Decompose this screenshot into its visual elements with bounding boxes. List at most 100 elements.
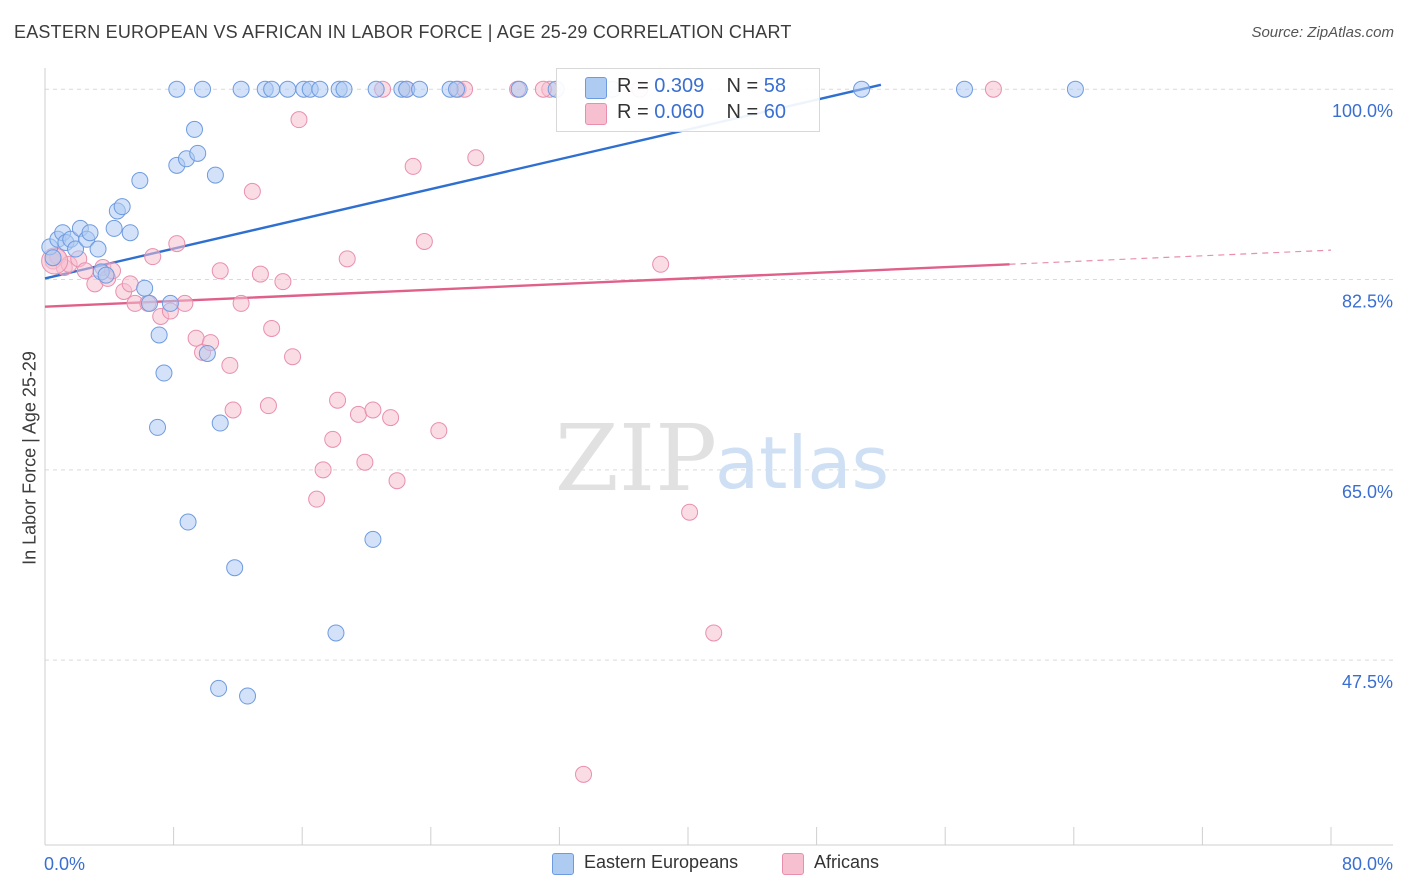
eastern-europeans-point xyxy=(335,80,353,98)
africans-point xyxy=(349,405,367,423)
africans-point xyxy=(984,80,1002,98)
africans-point xyxy=(251,265,269,283)
africans-point xyxy=(575,765,593,783)
legend-r-value: 0.309 xyxy=(654,75,705,97)
eastern-europeans-point xyxy=(89,240,107,258)
africans-point xyxy=(211,262,229,280)
legend-n-label: N = xyxy=(726,101,759,123)
eastern-europeans-point xyxy=(364,530,382,548)
y-axis-label: In Labor Force | Age 25-29 xyxy=(19,351,40,565)
eastern-europeans-point xyxy=(448,80,466,98)
legend-r-value: 0.060 xyxy=(654,101,705,123)
eastern-europeans-points xyxy=(41,80,1084,705)
eastern-europeans-point xyxy=(168,80,186,98)
africans-point xyxy=(314,461,332,479)
eastern-europeans-point xyxy=(367,80,385,98)
legend-n-value: 60 xyxy=(763,101,787,123)
eastern-europeans-point xyxy=(327,624,345,642)
eastern-europeans-point xyxy=(198,344,216,362)
africans-point xyxy=(168,235,186,253)
africans-point xyxy=(308,490,326,508)
legend-label: Eastern Europeans xyxy=(584,852,739,872)
watermark-atlas: atlas xyxy=(715,421,889,505)
x-tick-label: 80.0% xyxy=(1342,854,1393,874)
africans-point xyxy=(404,157,422,175)
africans-point xyxy=(382,409,400,427)
africans-point xyxy=(324,430,342,448)
africans-point xyxy=(364,401,382,419)
legend-r-label: R = xyxy=(617,101,649,123)
africans-trend-line xyxy=(44,263,1010,308)
y-tick-label: 65.0% xyxy=(1342,482,1393,502)
source-label: Source: ZipAtlas.com xyxy=(1251,24,1394,41)
africans-point xyxy=(284,348,302,366)
legend-n-value: 58 xyxy=(763,75,787,97)
eastern-europeans-point xyxy=(121,224,139,242)
eastern-europeans-point xyxy=(179,513,197,531)
eastern-europeans-point xyxy=(210,679,228,697)
africans-point xyxy=(467,149,485,167)
eastern-europeans-point xyxy=(955,80,973,98)
legend-label: Africans xyxy=(814,852,880,872)
africans-point xyxy=(263,319,281,337)
watermark-zip: ZIP xyxy=(555,405,717,512)
eastern-europeans-point xyxy=(853,80,871,98)
watermark: ZIP atlas xyxy=(555,405,889,512)
y-tick-label: 100.0% xyxy=(1332,101,1393,121)
eastern-europeans-point xyxy=(211,414,229,432)
africans-point xyxy=(681,503,699,521)
eastern-europeans-point xyxy=(226,559,244,577)
africans-point xyxy=(224,401,242,419)
legend-swatch-blue xyxy=(585,77,607,99)
africans-point xyxy=(705,624,723,642)
eastern-europeans-point xyxy=(81,224,99,242)
eastern-europeans-point xyxy=(279,80,297,98)
africans-point xyxy=(259,397,277,415)
africans-point xyxy=(243,182,261,200)
legend-n-label: N = xyxy=(726,75,759,97)
africans-point xyxy=(356,453,374,471)
africans-point xyxy=(415,232,433,250)
chart-title: EASTERN EUROPEAN VS AFRICAN IN LABOR FOR… xyxy=(14,22,792,42)
eastern-europeans-point xyxy=(113,198,131,216)
africans-point xyxy=(329,391,347,409)
eastern-europeans-point xyxy=(239,687,257,705)
eastern-europeans-point xyxy=(206,166,224,184)
africans-point xyxy=(430,422,448,440)
africans-point xyxy=(187,329,205,347)
africans-point xyxy=(274,273,292,291)
eastern-europeans-point xyxy=(136,279,154,297)
eastern-europeans-point xyxy=(105,219,123,237)
tick-labels: 100.0% 82.5% 65.0% 47.5% 0.0% 80.0% xyxy=(44,101,1393,874)
eastern-europeans-point xyxy=(232,80,250,98)
africans-point xyxy=(121,275,139,293)
stats-legend: R = 0.309 N = 58 R = 0.060 N = 60 xyxy=(556,68,820,132)
eastern-europeans-point xyxy=(510,80,528,98)
y-tick-label: 82.5% xyxy=(1342,292,1393,312)
eastern-europeans-point xyxy=(97,266,115,284)
legend-swatch-pink xyxy=(782,853,804,875)
africans-point xyxy=(176,294,194,312)
africans-point xyxy=(388,472,406,490)
eastern-europeans-point xyxy=(150,326,168,344)
eastern-europeans-point xyxy=(155,364,173,382)
africans-point xyxy=(652,255,670,273)
africans-point xyxy=(290,111,308,129)
africans-point xyxy=(144,248,162,266)
grid-lines xyxy=(45,88,1393,661)
africans-point xyxy=(232,294,250,312)
africans-point xyxy=(221,356,239,374)
africans-trend-extension xyxy=(1009,249,1332,265)
eastern-europeans-point xyxy=(185,120,203,138)
eastern-europeans-point xyxy=(67,240,85,258)
eastern-europeans-point xyxy=(161,294,179,312)
africans-point xyxy=(338,250,356,268)
axes xyxy=(44,68,1393,846)
y-tick-label: 47.5% xyxy=(1342,672,1393,692)
eastern-europeans-point xyxy=(44,249,62,267)
eastern-europeans-point xyxy=(131,172,149,190)
eastern-europeans-point xyxy=(1066,80,1084,98)
eastern-europeans-point xyxy=(140,294,158,312)
eastern-europeans-point xyxy=(189,144,207,162)
